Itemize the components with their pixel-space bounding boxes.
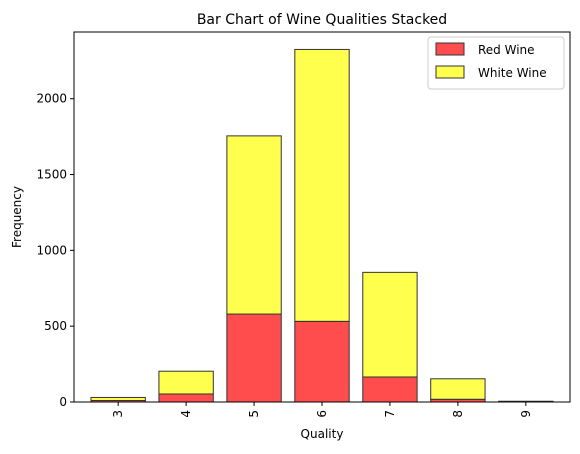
bar-white-wine-7 bbox=[362, 271, 418, 378]
x-tick-label: 9 bbox=[519, 410, 533, 418]
x-tick-label: 5 bbox=[247, 410, 261, 418]
bar-white-wine-6 bbox=[294, 48, 350, 322]
legend-label-red-wine: Red Wine bbox=[478, 43, 535, 57]
legend-swatch-white-wine bbox=[435, 65, 465, 79]
bar-white-wine-5 bbox=[226, 135, 282, 315]
legend-label-white-wine: White Wine bbox=[478, 66, 547, 80]
x-axis-title: Quality bbox=[301, 427, 344, 441]
chart-title: Bar Chart of Wine Qualities Stacked bbox=[197, 12, 447, 28]
bar-white-wine-3 bbox=[90, 396, 146, 401]
y-tick-label: 2000 bbox=[36, 92, 67, 106]
bar-red-wine-6 bbox=[294, 320, 350, 403]
bar-red-wine-5 bbox=[226, 313, 282, 403]
y-tick-label: 500 bbox=[44, 319, 67, 333]
legend: Red Wine White Wine bbox=[427, 36, 565, 90]
x-tick-label: 8 bbox=[451, 410, 465, 418]
y-tick-label: 1000 bbox=[36, 243, 67, 257]
x-tick-label: 4 bbox=[179, 410, 193, 418]
y-tick-label: 1500 bbox=[36, 168, 67, 182]
x-axis: 3 4 5 6 7 8 9 bbox=[111, 402, 533, 418]
bar-white-wine-8 bbox=[430, 378, 486, 400]
x-tick-label: 7 bbox=[383, 410, 397, 418]
bar-red-wine-7 bbox=[362, 376, 418, 403]
plot-area bbox=[90, 48, 554, 403]
y-axis: 0 500 1000 1500 2000 bbox=[36, 92, 74, 409]
bar-white-wine-4 bbox=[158, 370, 214, 395]
y-axis-title: Frequency bbox=[10, 186, 24, 248]
y-tick-label: 0 bbox=[59, 395, 67, 409]
x-tick-label: 6 bbox=[315, 410, 329, 418]
x-tick-label: 3 bbox=[111, 410, 125, 418]
bar-red-wine-4 bbox=[158, 393, 214, 403]
legend-swatch-red-wine bbox=[435, 42, 465, 56]
